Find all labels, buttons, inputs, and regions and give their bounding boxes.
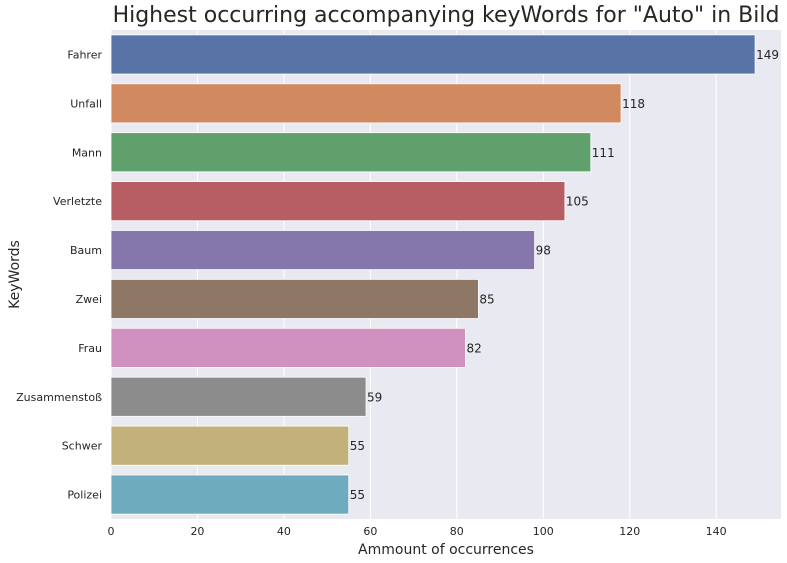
x-tick-label: 20	[190, 525, 204, 538]
bar	[110, 376, 367, 417]
y-tick-label: Baum	[70, 244, 102, 257]
bar	[110, 425, 350, 466]
x-tick-label: 80	[450, 525, 464, 538]
data-label: 105	[566, 195, 589, 209]
y-axis-label: KeyWords	[7, 240, 23, 309]
y-tick-label: Frau	[78, 342, 102, 355]
data-label: 59	[367, 390, 382, 404]
data-label: 55	[350, 488, 365, 502]
bar	[110, 230, 536, 271]
bar	[110, 83, 622, 124]
data-label: 55	[350, 439, 365, 453]
data-labels: 149 118 111 105 98 85 82 59 55 55	[350, 48, 779, 502]
data-label: 85	[479, 292, 494, 306]
x-tick-label: 40	[277, 525, 291, 538]
x-tick-label: 120	[619, 525, 640, 538]
y-tick-label: Zwei	[76, 293, 102, 306]
bar	[110, 474, 350, 515]
x-tick-label: 60	[363, 525, 377, 538]
chart-title: Highest occurring accompanying keyWords …	[113, 3, 780, 28]
bar	[110, 181, 566, 222]
data-label: 111	[592, 146, 615, 160]
bar	[110, 132, 592, 173]
y-tick-label: Schwer	[62, 440, 103, 453]
y-tick-label: Zusammenstoß	[16, 391, 102, 404]
bars	[110, 34, 756, 515]
bar	[110, 34, 756, 75]
data-label: 118	[622, 97, 645, 111]
x-tick-label: 0	[108, 525, 115, 538]
x-axis-label: Ammount of occurrences	[358, 542, 534, 558]
y-tick-label: Unfall	[70, 97, 102, 110]
x-tick-labels: 0 20 40 60 80 100 120 140	[108, 525, 727, 538]
data-label: 82	[466, 341, 481, 355]
data-label: 149	[756, 48, 779, 62]
bar	[110, 327, 466, 368]
y-tick-label: Fahrer	[67, 48, 102, 61]
y-tick-label: Mann	[72, 146, 102, 159]
bar	[110, 278, 479, 319]
y-tick-label: Verletzte	[53, 195, 102, 208]
x-tick-label: 140	[706, 525, 727, 538]
y-tick-labels: Fahrer Unfall Mann Verletzte Baum Zwei Frau Zus…	[16, 48, 102, 501]
x-tick-label: 100	[533, 525, 554, 538]
y-tick-label: Polizei	[67, 489, 102, 502]
data-label: 98	[536, 244, 551, 258]
